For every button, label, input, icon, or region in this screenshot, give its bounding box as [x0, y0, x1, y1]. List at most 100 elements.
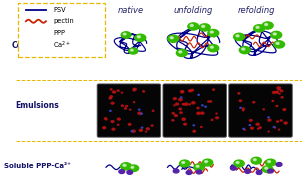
Circle shape	[113, 91, 116, 93]
Circle shape	[126, 105, 127, 107]
Circle shape	[123, 33, 126, 35]
Circle shape	[259, 127, 261, 128]
Circle shape	[137, 36, 140, 38]
Circle shape	[205, 106, 206, 107]
Circle shape	[249, 125, 251, 126]
Circle shape	[174, 105, 175, 106]
Circle shape	[175, 115, 177, 117]
Circle shape	[276, 42, 279, 44]
Circle shape	[258, 128, 259, 129]
Circle shape	[284, 122, 287, 124]
Circle shape	[265, 23, 268, 26]
Circle shape	[202, 159, 213, 166]
Circle shape	[121, 92, 123, 93]
Circle shape	[276, 105, 278, 107]
Circle shape	[240, 107, 241, 108]
Circle shape	[216, 117, 219, 119]
Circle shape	[131, 49, 133, 51]
FancyBboxPatch shape	[229, 84, 292, 137]
Circle shape	[119, 170, 125, 174]
Circle shape	[273, 33, 276, 35]
Circle shape	[238, 93, 240, 94]
Circle shape	[236, 162, 239, 163]
Circle shape	[262, 166, 273, 173]
Circle shape	[210, 46, 213, 48]
Circle shape	[109, 97, 112, 99]
Circle shape	[242, 108, 244, 109]
Circle shape	[151, 125, 153, 126]
Circle shape	[256, 171, 262, 174]
Circle shape	[117, 118, 120, 120]
Circle shape	[170, 37, 173, 39]
Circle shape	[175, 103, 178, 105]
Text: Emulsions: Emulsions	[15, 101, 59, 110]
Text: PSV: PSV	[53, 7, 66, 13]
Circle shape	[234, 160, 244, 167]
Circle shape	[208, 101, 210, 102]
Circle shape	[244, 129, 245, 130]
Circle shape	[168, 35, 179, 42]
Circle shape	[202, 105, 203, 106]
FancyBboxPatch shape	[18, 3, 105, 57]
Circle shape	[124, 108, 126, 109]
Circle shape	[111, 102, 114, 104]
FancyBboxPatch shape	[163, 84, 226, 137]
Circle shape	[249, 119, 252, 121]
Circle shape	[146, 128, 149, 130]
Circle shape	[173, 98, 176, 100]
Text: Soluble PPP-Ca²⁺: Soluble PPP-Ca²⁺	[4, 163, 71, 169]
Text: unfolding: unfolding	[174, 6, 213, 15]
Circle shape	[143, 91, 145, 92]
Circle shape	[198, 94, 199, 95]
Circle shape	[245, 170, 250, 173]
Text: refolding: refolding	[237, 6, 275, 15]
Circle shape	[31, 30, 40, 36]
Circle shape	[279, 93, 280, 94]
Circle shape	[132, 130, 135, 132]
Circle shape	[110, 110, 111, 111]
Circle shape	[254, 25, 265, 32]
Circle shape	[128, 123, 131, 125]
Circle shape	[243, 128, 244, 129]
Circle shape	[239, 100, 242, 101]
Circle shape	[104, 118, 107, 119]
Circle shape	[181, 91, 183, 92]
Circle shape	[274, 127, 276, 128]
Circle shape	[182, 103, 185, 105]
Circle shape	[276, 92, 278, 93]
Circle shape	[273, 127, 275, 128]
Circle shape	[103, 127, 106, 129]
Circle shape	[210, 101, 212, 102]
Circle shape	[268, 117, 269, 118]
Circle shape	[181, 91, 184, 93]
Circle shape	[208, 29, 219, 37]
Circle shape	[281, 97, 283, 98]
Circle shape	[271, 31, 282, 39]
Circle shape	[133, 88, 136, 90]
Circle shape	[281, 90, 283, 92]
Circle shape	[278, 129, 280, 130]
Circle shape	[239, 46, 250, 54]
Circle shape	[230, 166, 236, 170]
Circle shape	[182, 118, 185, 120]
Circle shape	[189, 90, 192, 92]
Circle shape	[129, 48, 138, 54]
Circle shape	[182, 162, 185, 163]
Circle shape	[208, 45, 219, 52]
Text: Ca$^{2+}$: Ca$^{2+}$	[53, 40, 71, 51]
Circle shape	[265, 167, 268, 169]
Circle shape	[121, 32, 131, 38]
Circle shape	[253, 102, 255, 103]
Circle shape	[111, 121, 114, 122]
Circle shape	[213, 89, 214, 90]
Circle shape	[251, 157, 261, 164]
Circle shape	[139, 109, 140, 110]
Circle shape	[117, 90, 119, 91]
Circle shape	[179, 98, 182, 101]
Circle shape	[276, 163, 282, 166]
Circle shape	[242, 48, 245, 50]
Circle shape	[262, 22, 273, 29]
FancyBboxPatch shape	[97, 84, 161, 137]
Circle shape	[188, 23, 199, 30]
Circle shape	[283, 109, 286, 110]
